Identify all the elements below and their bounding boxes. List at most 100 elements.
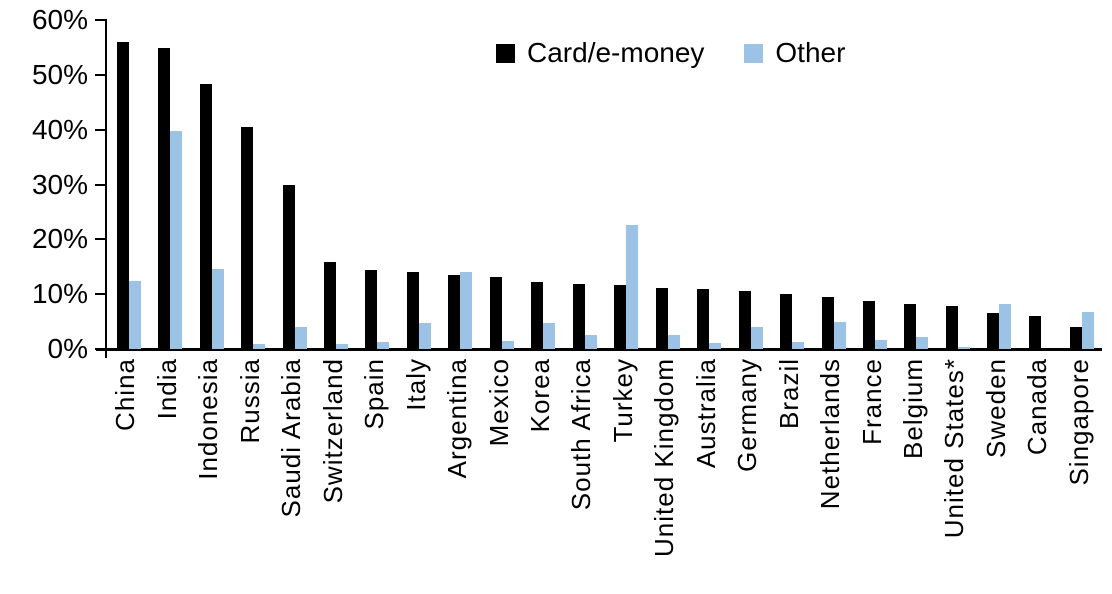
bar-card-e-money-russia — [241, 127, 253, 349]
x-axis-label-cell: United States* — [934, 358, 975, 590]
x-axis-label: Sweden — [980, 358, 1011, 458]
x-axis-label: Indonesia — [193, 358, 224, 480]
bar-other-china — [129, 281, 141, 349]
y-axis-tick — [95, 293, 106, 296]
bar-card-e-money-korea — [531, 282, 543, 349]
x-axis-label-cell: Turkey — [602, 358, 643, 590]
bar-card-e-money-spain — [365, 270, 377, 349]
x-axis-label-cell: France — [851, 358, 892, 590]
bar-other-australia — [709, 343, 721, 349]
bar-card-e-money-sweden — [987, 313, 999, 349]
x-axis-label-cell: Belgium — [893, 358, 934, 590]
bar-card-e-money-united-kingdom — [656, 288, 668, 349]
bar-card-e-money-belgium — [904, 304, 916, 349]
bar-card-e-money-france — [863, 301, 875, 349]
bar-other-germany — [751, 327, 763, 349]
x-axis-label: Mexico — [483, 358, 514, 447]
bar-other-turkey — [626, 225, 638, 349]
bar-other-belgium — [916, 337, 928, 349]
legend-item-card-e-money: Card/e-money — [496, 37, 704, 69]
x-axis-label-cell: China — [105, 358, 146, 590]
y-axis-tick-label: 50% — [31, 59, 88, 90]
legend-item-other: Other — [744, 37, 845, 69]
y-axis-tick — [95, 74, 106, 76]
x-axis-label-cell: United Kingdom — [644, 358, 685, 590]
bar-card-e-money-australia — [697, 289, 709, 349]
x-axis-label: Italy — [400, 358, 431, 411]
bar-card-e-money-germany — [739, 291, 751, 349]
x-axis-label: United Kingdom — [649, 358, 680, 557]
x-axis-label-cell: Canada — [1017, 358, 1058, 590]
x-axis-label-cell: South Africa — [561, 358, 602, 590]
bar-other-united-states- — [958, 347, 970, 349]
bar-other-united-kingdom — [668, 335, 680, 349]
y-axis-tick-label: 0% — [47, 333, 88, 364]
x-axis-label-cell: Indonesia — [188, 358, 229, 590]
bar-card-e-money-turkey — [614, 285, 626, 349]
x-axis-label: Netherlands — [815, 358, 846, 510]
x-axis-label: Singapore — [1063, 358, 1094, 486]
bar-card-e-money-brazil — [780, 294, 792, 349]
x-axis-label-cell: Korea — [520, 358, 561, 590]
legend-swatch-other — [744, 43, 764, 63]
x-axis-label: Switzerland — [317, 358, 348, 504]
bar-other-netherlands — [834, 322, 846, 349]
x-axis-line — [96, 348, 1102, 351]
x-axis-label: Saudi Arabia — [276, 358, 307, 518]
legend-label-other: Other — [775, 37, 846, 68]
x-axis-label: France — [856, 358, 887, 445]
y-axis-tick — [95, 19, 106, 22]
x-axis-label-cell: Spain — [354, 358, 395, 590]
y-axis-tick — [95, 183, 106, 186]
x-axis-label: Spain — [359, 358, 390, 430]
x-axis-label-cell: Singapore — [1058, 358, 1099, 590]
bar-card-e-money-india — [158, 48, 170, 349]
legend: Card/e-money Other — [496, 37, 845, 69]
legend-label-card-e-money: Card/e-money — [527, 37, 705, 68]
bar-other-korea — [543, 323, 555, 349]
bar-other-argentina — [460, 272, 472, 349]
bar-card-e-money-south-africa — [573, 284, 585, 349]
bar-card-e-money-canada — [1029, 316, 1041, 349]
x-axis-label: Brazil — [773, 358, 804, 430]
y-axis-tick — [95, 128, 106, 131]
bar-card-e-money-singapore — [1070, 327, 1082, 349]
x-axis-label-cell: Saudi Arabia — [271, 358, 312, 590]
bar-other-switzerland — [336, 344, 348, 349]
bar-card-e-money-united-states- — [946, 306, 958, 349]
x-axis-label-cell: Netherlands — [810, 358, 851, 590]
y-axis-tick-label: 60% — [31, 4, 88, 36]
bar-card-e-money-italy — [407, 272, 419, 349]
bar-card-e-money-china — [117, 42, 129, 349]
bar-other-brazil — [792, 342, 804, 349]
bar-other-singapore — [1082, 312, 1094, 349]
bar-other-russia — [253, 344, 265, 349]
bar-other-mexico — [502, 341, 514, 349]
x-axis-labels: China India Indonesia Russia Saudi Arabia Swi… — [105, 358, 1100, 590]
y-axis-tick-label: 40% — [31, 113, 88, 145]
x-axis-label-cell: Australia — [685, 358, 726, 590]
x-axis-label: Korea — [524, 358, 555, 433]
y-axis-tick — [95, 348, 106, 350]
x-axis-label: Germany — [732, 358, 763, 472]
x-axis-label-cell: Sweden — [976, 358, 1017, 590]
bar-other-indonesia — [212, 269, 224, 349]
x-axis-label: South Africa — [566, 358, 597, 511]
bar-other-south-africa — [585, 335, 597, 349]
x-axis-label: Australia — [690, 358, 721, 469]
bar-other-sweden — [999, 304, 1011, 349]
x-axis-label: Canada — [1022, 358, 1053, 456]
bar-card-e-money-indonesia — [200, 84, 212, 349]
x-axis-label: Russia — [234, 358, 265, 444]
x-axis-label-cell: Argentina — [437, 358, 478, 590]
x-axis-label-cell: India — [146, 358, 187, 590]
x-axis-label: China — [110, 358, 141, 431]
y-axis-tick-label: 10% — [31, 278, 88, 310]
y-axis-line — [105, 19, 107, 350]
x-axis-label: Belgium — [898, 358, 929, 459]
x-axis-label: Argentina — [442, 358, 473, 479]
bar-card-e-money-netherlands — [822, 297, 834, 349]
y-axis-tick — [95, 238, 106, 241]
